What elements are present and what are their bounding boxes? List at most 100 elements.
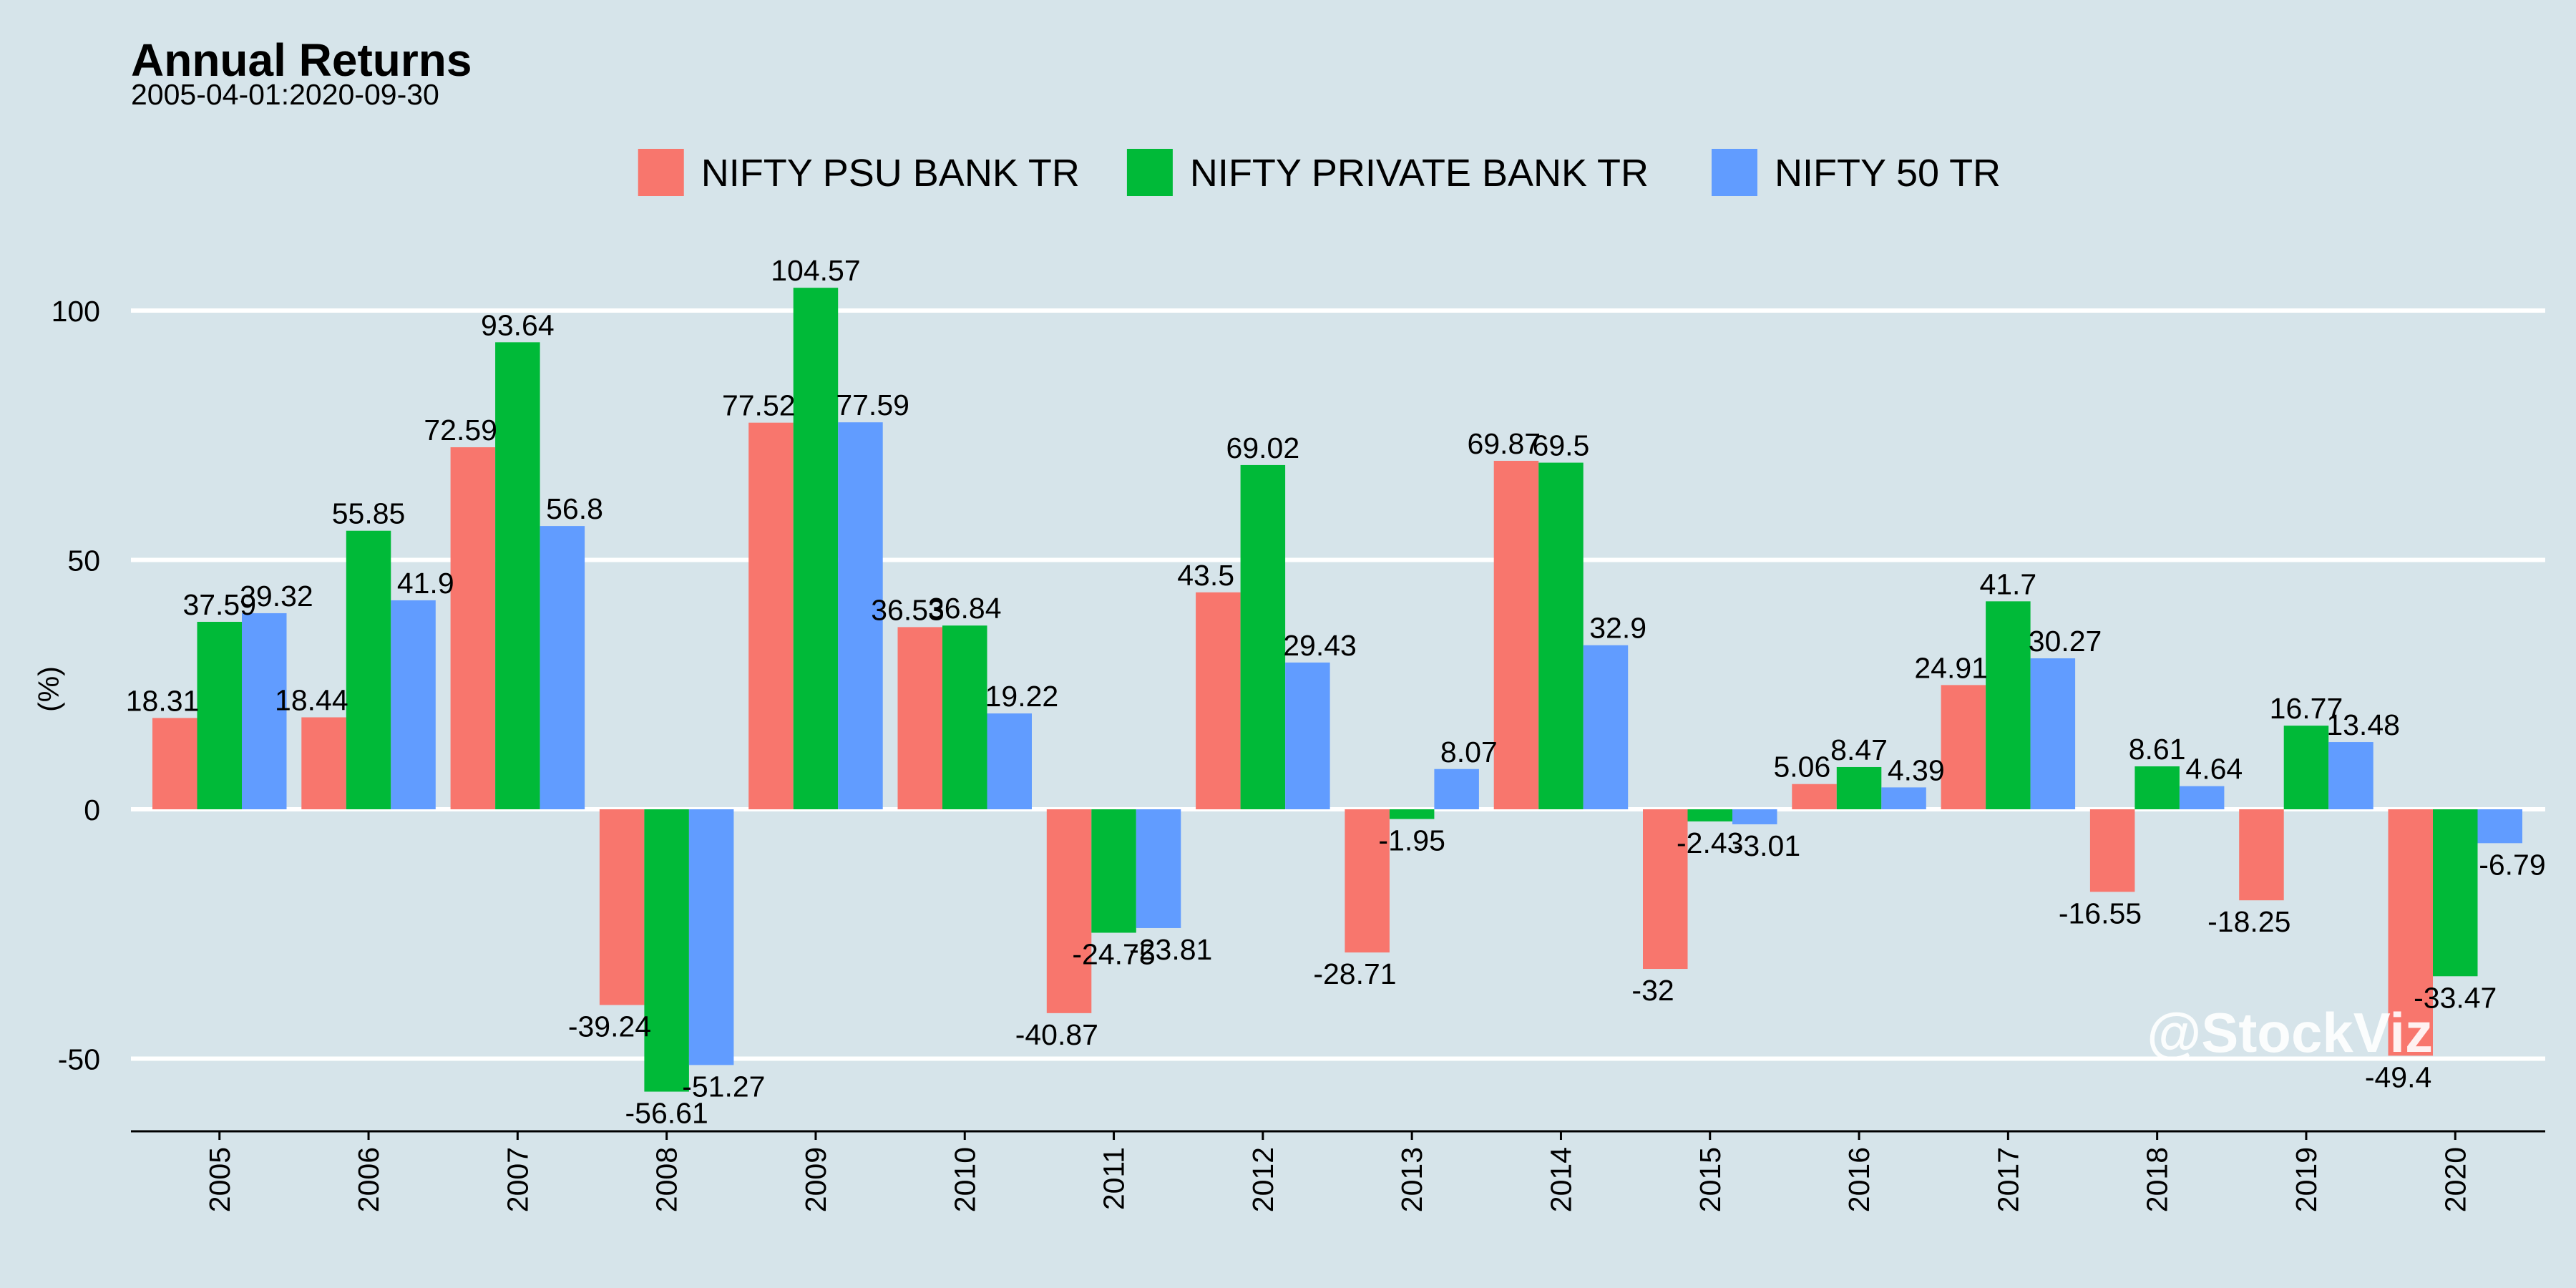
bar	[1389, 809, 1435, 819]
legend-label: NIFTY 50 TR	[1775, 152, 2001, 195]
legend-label: NIFTY PRIVATE BANK TR	[1190, 152, 1649, 195]
bar	[1732, 809, 1777, 824]
data-label: -49.4	[2365, 1060, 2431, 1093]
data-label: 18.44	[275, 683, 348, 716]
data-label: 32.9	[1589, 612, 1646, 645]
bar	[1881, 787, 1926, 809]
watermark: @StockViz	[2147, 1001, 2433, 1064]
data-label: 8.07	[1440, 736, 1498, 769]
x-tick-label: 2009	[799, 1147, 832, 1212]
data-label: -3.01	[1734, 829, 1800, 862]
bar	[152, 718, 197, 809]
y-tick-label: 100	[52, 295, 100, 328]
bar	[838, 422, 883, 809]
bar	[1240, 464, 1286, 809]
bar	[987, 713, 1032, 809]
bar	[1046, 809, 1092, 1013]
data-label: 93.64	[481, 308, 555, 341]
x-tick-label: 2012	[1246, 1147, 1279, 1212]
data-label: -23.81	[1129, 933, 1212, 966]
data-label: 18.31	[126, 684, 200, 717]
data-label: 29.43	[1283, 629, 1357, 662]
legend-swatch	[1126, 149, 1173, 196]
bar	[2477, 809, 2522, 844]
data-label: 24.91	[1914, 651, 1988, 684]
x-tick-label: 2013	[1395, 1147, 1428, 1212]
bar	[748, 422, 794, 809]
bar	[1493, 461, 1539, 809]
data-label: 13.48	[2326, 708, 2400, 741]
data-label: 8.61	[2129, 733, 2186, 766]
data-label: -40.87	[1015, 1018, 1098, 1051]
bar	[2283, 726, 2329, 809]
bar	[2239, 809, 2284, 901]
bar	[1538, 462, 1584, 809]
data-label: 36.53	[871, 593, 945, 626]
bar	[2433, 809, 2478, 977]
bar	[2089, 809, 2135, 892]
bar	[1285, 662, 1330, 809]
y-axis-label: (%)	[32, 666, 65, 712]
data-label: -18.25	[2207, 905, 2290, 938]
bar	[242, 613, 287, 809]
bar	[2388, 809, 2433, 1056]
data-label: 41.9	[397, 567, 454, 600]
legend-swatch	[638, 149, 684, 196]
x-tick-label: 2019	[2290, 1147, 2323, 1212]
bar	[2328, 742, 2373, 809]
data-label: 55.85	[332, 497, 406, 530]
data-label: 16.77	[2270, 692, 2343, 725]
bar	[301, 717, 346, 809]
bar	[1434, 769, 1479, 809]
chart-subtitle: 2005-04-01:2020-09-30	[131, 78, 439, 111]
bar	[897, 627, 942, 809]
x-tick-label: 2008	[650, 1147, 683, 1212]
data-label: 37.59	[182, 588, 256, 621]
x-tick-label: 2018	[2141, 1147, 2174, 1212]
y-tick-label: 0	[84, 794, 100, 826]
legend-label: NIFTY PSU BANK TR	[701, 152, 1080, 195]
data-label: 69.02	[1226, 431, 1300, 464]
data-label: 56.8	[546, 492, 603, 525]
data-label: 72.59	[424, 414, 497, 447]
bar	[540, 526, 585, 809]
data-label: 69.87	[1467, 427, 1541, 460]
bar	[1792, 784, 1837, 809]
bar	[1345, 809, 1390, 953]
bar	[495, 342, 540, 809]
x-tick-label: 2010	[948, 1147, 981, 1212]
x-tick-label: 2015	[1694, 1147, 1727, 1212]
data-label: 104.57	[771, 254, 860, 287]
data-label: 19.22	[985, 680, 1059, 713]
bar	[942, 625, 987, 809]
data-label: -39.24	[568, 1010, 651, 1043]
x-tick-label: 2011	[1098, 1147, 1131, 1210]
bar	[450, 447, 496, 809]
bar	[391, 600, 436, 809]
bar	[688, 809, 734, 1065]
data-label: 77.52	[722, 389, 796, 422]
data-label: -33.47	[2414, 981, 2497, 1014]
bar	[197, 621, 242, 809]
data-label: -28.71	[1313, 957, 1396, 990]
legend-swatch	[1711, 149, 1757, 196]
data-label: 36.84	[928, 592, 1002, 625]
data-label: -56.61	[625, 1097, 708, 1130]
data-label: -51.27	[682, 1070, 765, 1103]
x-tick-label: 2016	[1843, 1147, 1875, 1212]
bar	[346, 530, 391, 809]
x-tick-label: 2020	[2439, 1147, 2472, 1212]
bar	[1836, 766, 1882, 809]
x-tick-label: 2006	[352, 1147, 385, 1212]
bar	[599, 809, 645, 1005]
data-label: -16.55	[2059, 897, 2142, 930]
bar	[793, 288, 839, 809]
bar	[1986, 601, 2031, 809]
data-label: -6.79	[2479, 848, 2545, 881]
bar	[2030, 658, 2076, 809]
data-label: 4.64	[2185, 753, 2243, 786]
x-tick-label: 2014	[1544, 1147, 1577, 1212]
data-label: 69.5	[1533, 429, 1590, 462]
